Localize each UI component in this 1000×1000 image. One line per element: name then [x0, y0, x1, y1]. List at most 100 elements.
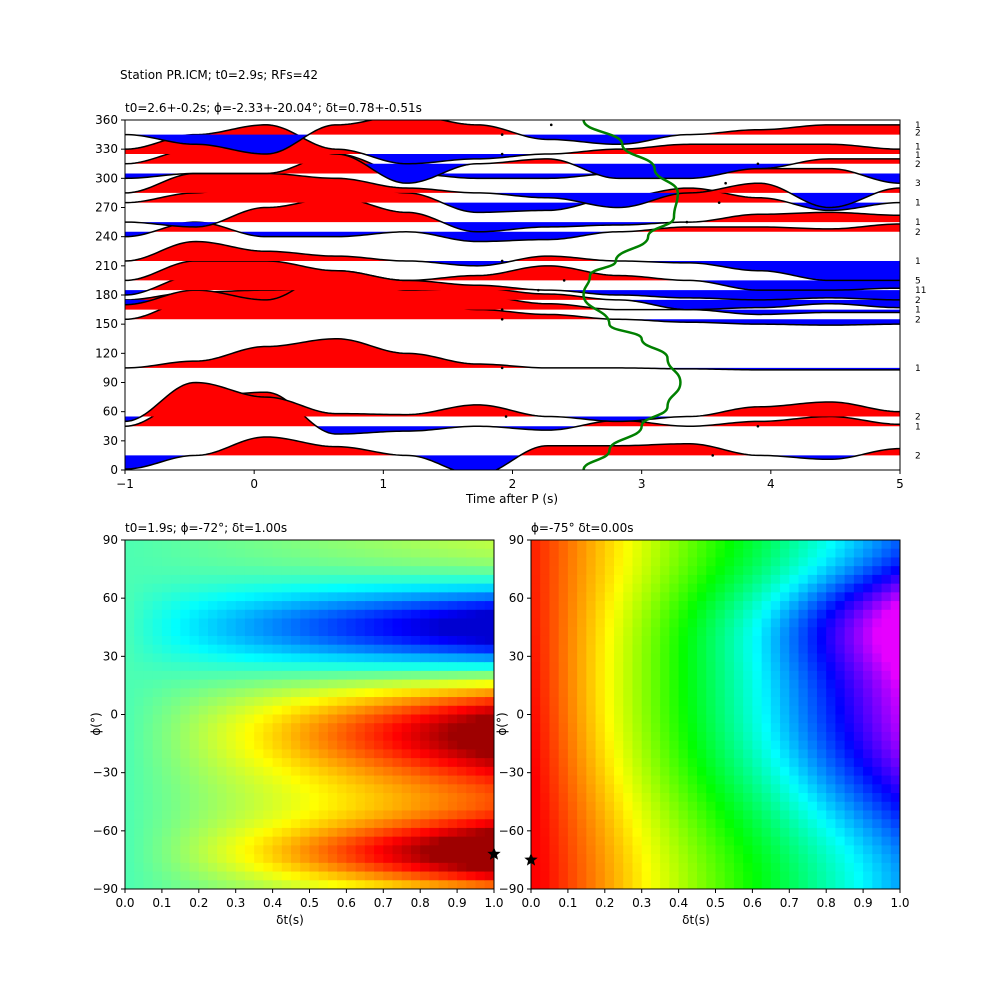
- heatmap-cell: [761, 705, 772, 716]
- heatmap-cell: [881, 688, 892, 698]
- heatmap-cell: [761, 627, 772, 637]
- heatmap-cell: [198, 540, 209, 550]
- heatmap-cell: [161, 583, 172, 593]
- heatmap-cell: [835, 819, 846, 829]
- heatmap-cell: [890, 749, 900, 759]
- heatmap-cell: [678, 548, 689, 559]
- heatmap-cell: [623, 758, 634, 768]
- heatmap-cell: [327, 670, 338, 681]
- heatmap-cell: [484, 845, 494, 855]
- heatmap-cell: [263, 540, 274, 550]
- heatmap-cell: [669, 880, 680, 889]
- heatmap-cell: [752, 609, 763, 620]
- heatmap-cell: [770, 679, 781, 689]
- heatmap-cell: [853, 705, 864, 716]
- heatmap-cell: [364, 557, 375, 567]
- heatmap-cell: [318, 775, 329, 785]
- heatmap-cell: [420, 723, 431, 733]
- heatmap-cell: [770, 827, 781, 838]
- heatmap-cell: [614, 731, 624, 742]
- heatmap-cell: [244, 775, 255, 785]
- heatmap-cell: [733, 653, 744, 663]
- heatmap-cell: [807, 653, 818, 663]
- heatmap-cell: [715, 784, 726, 794]
- heatmap-cell: [484, 827, 494, 838]
- heatmap-cell: [401, 836, 412, 846]
- heatmap-cell: [549, 854, 560, 864]
- heatmap-cell: [346, 688, 357, 698]
- left-map-title: t0=1.9s; ϕ=-72°; δt=1.00s: [125, 521, 287, 535]
- heatmap-cell: [235, 862, 246, 873]
- heatmap-cell: [309, 854, 320, 864]
- heatmap-cell: [816, 679, 827, 689]
- heatmap-cell: [623, 845, 634, 855]
- heatmap-cell: [383, 723, 394, 733]
- heatmap-cell: [567, 548, 578, 559]
- heatmap-cell: [604, 784, 615, 794]
- heatmap-cell: [835, 557, 846, 567]
- heatmap-cell: [577, 871, 587, 881]
- heatmap-cell: [540, 862, 551, 873]
- heatmap-cell: [198, 775, 209, 785]
- heatmap-cell: [761, 574, 772, 585]
- heatmap-cell: [401, 845, 412, 855]
- heatmap-cell: [134, 766, 145, 777]
- energy-map-left: t0=1.9s; ϕ=-72°; δt=1.00s 0.0 0.1 0.2 0.3 0.…: [89, 521, 504, 927]
- heatmap-cell: [457, 574, 467, 585]
- heatmap-cell: [198, 688, 209, 698]
- heatmap-cell: [687, 618, 698, 628]
- heatmap-cell: [161, 845, 172, 855]
- heatmap-cell: [272, 714, 283, 724]
- heatmap-cell: [623, 749, 634, 759]
- heatmap-cell: [272, 670, 283, 681]
- heatmap-cell: [217, 574, 228, 585]
- heatmap-cell: [346, 793, 357, 803]
- heatmap-cell: [318, 740, 329, 750]
- heatmap-cell: [789, 548, 800, 559]
- heatmap-cell: [125, 557, 135, 567]
- heatmap-cell: [410, 592, 421, 602]
- heatmap-cell: [604, 583, 615, 593]
- heatmap-cell: [890, 627, 900, 637]
- heatmap-cell: [863, 609, 873, 620]
- heatmap-cell: [743, 793, 753, 803]
- heatmap-cell: [540, 618, 551, 628]
- heatmap-cell: [531, 566, 541, 576]
- heatmap-cell: [604, 714, 615, 724]
- heatmap-cell: [531, 662, 541, 672]
- heatmap-cell: [706, 697, 717, 707]
- heatmap-cell: [383, 784, 394, 794]
- heatmap-cell: [125, 705, 135, 716]
- heatmap-cell: [761, 775, 772, 785]
- heatmap-cell: [798, 836, 809, 846]
- heatmap-cell: [401, 827, 412, 838]
- heatmap-cell: [374, 618, 384, 628]
- heatmap-cell: [429, 609, 440, 620]
- heatmap-cell: [337, 548, 347, 559]
- heatmap-cell: [337, 688, 347, 698]
- heatmap-cell: [863, 810, 873, 820]
- heatmap-cell: [392, 880, 403, 889]
- heatmap-cell: [780, 845, 790, 855]
- heatmap-cell: [484, 793, 494, 803]
- x-tick-label: 0.1: [558, 896, 577, 910]
- heatmap-cell: [623, 653, 634, 663]
- heatmap-cell: [567, 810, 578, 820]
- heatmap-cell: [733, 627, 744, 637]
- heatmap-cell: [254, 609, 264, 620]
- heatmap-cell: [355, 749, 366, 759]
- energy-map-right: ϕ=-75° δt=0.00s 0.0 0.1 0.2 0.3 0.4 0.5 0.6 0.7…: [495, 521, 910, 927]
- heatmap-cell: [641, 574, 652, 585]
- heatmap-cell: [291, 801, 301, 812]
- heatmap-cell: [447, 854, 458, 864]
- heatmap-cell: [447, 827, 458, 838]
- heatmap-cell: [410, 723, 421, 733]
- heatmap-cell: [143, 836, 154, 846]
- heatmap-cell: [410, 540, 421, 550]
- heatmap-cell: [429, 670, 440, 681]
- heatmap-cell: [733, 644, 744, 655]
- heatmap-cell: [291, 793, 301, 803]
- heatmap-cell: [438, 801, 449, 812]
- heatmap-cell: [632, 775, 643, 785]
- heatmap-cell: [807, 583, 818, 593]
